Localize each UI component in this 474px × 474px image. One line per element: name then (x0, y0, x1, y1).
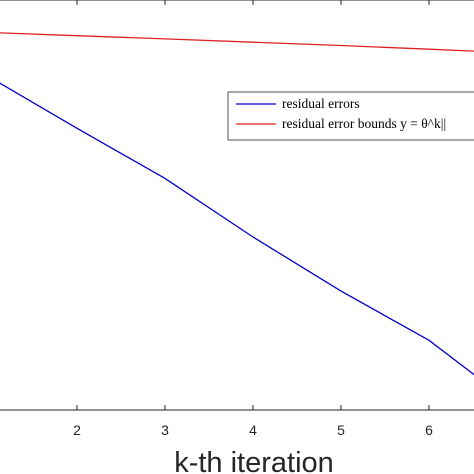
x-axis-title: k-th iteration (174, 447, 334, 474)
x-axis-ticks: 2 3 4 5 6 (73, 0, 433, 438)
x-tick-label: 4 (249, 422, 257, 438)
x-tick-label: 3 (161, 422, 169, 438)
plot-area (0, 0, 474, 410)
legend-label-residual-errors: residual errors (282, 96, 360, 111)
series-layer (0, 32, 474, 376)
legend: residual errors residual error bounds y … (227, 91, 474, 141)
legend-box (227, 91, 474, 141)
legend-label-error-bounds: residual error bounds y = θ^k|| (282, 116, 446, 131)
series-line-error-bounds (0, 32, 474, 52)
x-tick-label: 2 (73, 422, 81, 438)
series-line-residual-errors (0, 82, 474, 376)
x-tick-label: 5 (337, 422, 345, 438)
x-tick-label: 6 (425, 422, 433, 438)
